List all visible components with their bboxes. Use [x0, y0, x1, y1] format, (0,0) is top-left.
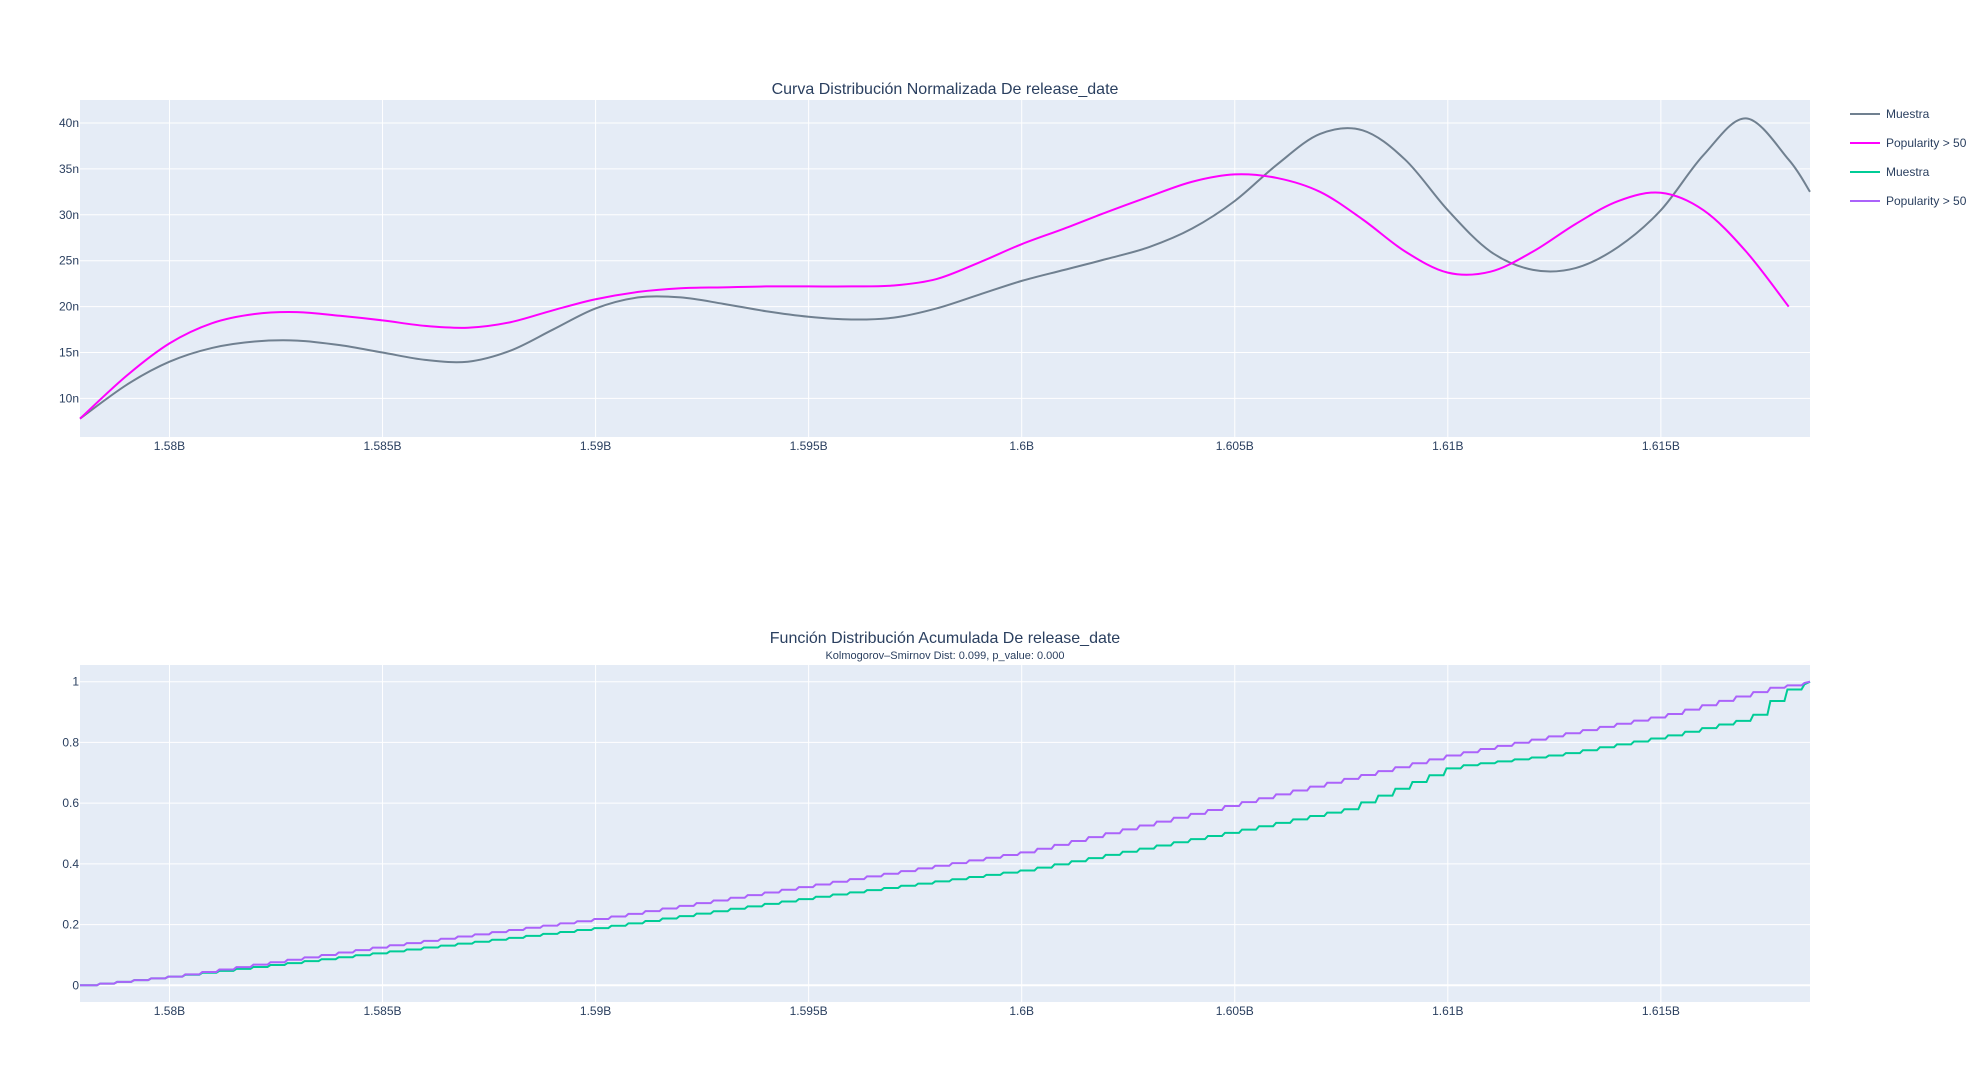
x-tick-label: 1.58B: [154, 1004, 185, 1018]
y-tick-label: 0.2: [62, 918, 79, 932]
legend-item[interactable]: Popularity > 50: [1850, 136, 1967, 150]
cdf-y-ticks: 0 0.2 0.4 0.6 0.8 1: [62, 675, 79, 993]
x-tick-label: 1.605B: [1216, 1004, 1254, 1018]
x-tick-label: 1.615B: [1642, 1004, 1680, 1018]
legend-item[interactable]: Muestra: [1850, 107, 1930, 121]
cdf-series-lines: [80, 680, 1811, 987]
x-tick-label: 1.6B: [1009, 1004, 1034, 1018]
y-tick-label: 20n: [59, 300, 79, 314]
cdf-chart-title: Función Distribución Acumulada De releas…: [770, 630, 1121, 647]
pdf-series-lines: [79, 117, 1811, 420]
series-line-muestra: [80, 680, 1811, 987]
y-tick-label: 0.4: [62, 857, 79, 871]
legend-item[interactable]: Muestra: [1850, 165, 1930, 179]
pdf-chart-title: Curva Distribución Normalizada De releas…: [772, 81, 1119, 98]
legend-label: Popularity > 50: [1886, 194, 1967, 208]
cdf-x-ticks: 1.58B 1.585B 1.59B 1.595B 1.6B 1.605B 1.61B 1.6…: [154, 1004, 1680, 1018]
legend[interactable]: Muestra Popularity > 50 Muestra Popularity …: [1850, 107, 1967, 208]
pdf-gridlines: [80, 100, 1810, 437]
pdf-x-ticks: 1.58B 1.585B 1.59B 1.595B 1.6B 1.605B 1.61B 1.6…: [154, 439, 1680, 453]
legend-item[interactable]: Popularity > 50: [1850, 194, 1967, 208]
series-line-muestra: [79, 117, 1811, 420]
cdf-gridlines: [80, 665, 1810, 1002]
x-tick-label: 1.585B: [364, 1004, 402, 1018]
y-tick-label: 10n: [59, 391, 79, 405]
x-tick-label: 1.61B: [1432, 439, 1463, 453]
x-tick-label: 1.59B: [580, 1004, 611, 1018]
legend-label: Muestra: [1886, 165, 1930, 179]
y-tick-label: 25n: [59, 254, 79, 268]
x-tick-label: 1.58B: [154, 439, 185, 453]
legend-label: Muestra: [1886, 107, 1930, 121]
x-tick-label: 1.615B: [1642, 439, 1680, 453]
cdf-plot-background: [80, 665, 1810, 1002]
y-tick-label: 30n: [59, 208, 79, 222]
x-tick-label: 1.59B: [580, 439, 611, 453]
legend-label: Popularity > 50: [1886, 136, 1967, 150]
y-tick-label: 40n: [59, 116, 79, 130]
y-tick-label: 0.6: [62, 796, 79, 810]
series-line-popularity: [79, 173, 1790, 420]
y-tick-label: 0.8: [62, 735, 79, 749]
y-tick-label: 0: [72, 978, 79, 992]
x-tick-label: 1.595B: [790, 439, 828, 453]
x-tick-label: 1.61B: [1432, 1004, 1463, 1018]
x-tick-label: 1.595B: [790, 1004, 828, 1018]
y-tick-label: 1: [72, 675, 79, 689]
pdf-plot-background: [80, 100, 1810, 437]
y-tick-label: 15n: [59, 346, 79, 360]
pdf-y-ticks: 10n 15n 20n 25n 30n 35n 40n: [59, 116, 79, 405]
pdf-subplot: 1.58B 1.585B 1.59B 1.595B 1.6B 1.605B 1.61B 1.6…: [59, 81, 1811, 453]
x-tick-label: 1.6B: [1009, 439, 1034, 453]
cdf-subplot: 1.58B 1.585B 1.59B 1.595B 1.6B 1.605B 1.61B 1.6…: [62, 630, 1811, 1018]
cdf-chart-subtitle: Kolmogorov–Smirnov Dist: 0.099, p_value:…: [825, 650, 1064, 662]
x-tick-label: 1.585B: [364, 439, 402, 453]
series-line-popularity: [80, 680, 1811, 987]
x-tick-label: 1.605B: [1216, 439, 1254, 453]
y-tick-label: 35n: [59, 162, 79, 176]
